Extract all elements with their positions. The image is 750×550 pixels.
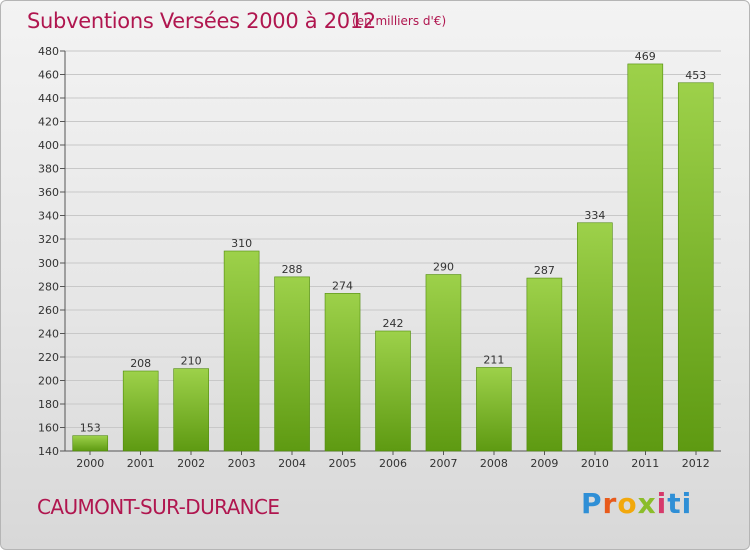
bar — [375, 330, 411, 452]
bar-value-label: 210 — [181, 355, 202, 368]
bar — [526, 277, 563, 452]
chart-subtitle: (en milliers d'€) — [352, 14, 447, 28]
x-tick-label: 2005 — [329, 457, 357, 470]
bar-value-label: 242 — [383, 317, 404, 330]
y-tick-label: 300 — [38, 257, 59, 270]
x-tick-label: 2003 — [228, 457, 256, 470]
labels: 140 160 180 200 220 240 260 280 300 320 340 360 380 4… — [38, 45, 710, 470]
y-tick-label: 420 — [38, 116, 59, 129]
bar — [476, 367, 512, 452]
y-tick-label: 160 — [38, 421, 59, 434]
y-tick-label: 360 — [38, 186, 59, 199]
x-tick-label: 2006 — [379, 457, 407, 470]
y-tick-label: 180 — [38, 398, 59, 411]
x-tick-label: 2011 — [631, 457, 659, 470]
y-tick-label: 220 — [38, 351, 59, 364]
bar-value-label: 274 — [332, 279, 353, 292]
bars — [72, 63, 714, 452]
bar-value-label: 310 — [231, 237, 252, 250]
proxiti-logo: Proxiti — [581, 487, 693, 520]
y-tick-label: 460 — [38, 69, 59, 82]
bar-value-label: 211 — [483, 353, 504, 366]
x-tick-label: 2007 — [429, 457, 457, 470]
bar — [677, 82, 714, 452]
y-tick-label: 200 — [38, 374, 59, 387]
x-tick-label: 2001 — [127, 457, 155, 470]
y-tick-label: 380 — [38, 163, 59, 176]
bar-value-label: 288 — [282, 263, 303, 276]
bar — [223, 250, 260, 452]
bar-value-label: 208 — [130, 357, 151, 370]
x-tick-label: 2012 — [682, 457, 710, 470]
x-tick-label: 2008 — [480, 457, 508, 470]
commune-name: CAUMONT-SUR-DURANCE — [37, 495, 280, 519]
y-tick-label: 440 — [38, 92, 59, 105]
y-tick-label: 340 — [38, 210, 59, 223]
y-tick-label: 280 — [38, 280, 59, 293]
x-tick-label: 2010 — [581, 457, 609, 470]
bar — [122, 370, 159, 452]
bar-value-label: 153 — [80, 422, 101, 435]
y-tick-label: 140 — [38, 445, 59, 458]
chart-title: Subventions Versées 2000 à 2012 — [27, 9, 376, 33]
bar — [173, 368, 209, 452]
y-tick-label: 320 — [38, 233, 59, 246]
bar — [72, 435, 109, 452]
y-tick-label: 240 — [38, 327, 59, 340]
bar — [425, 274, 462, 452]
x-tick-label: 2009 — [530, 457, 558, 470]
bar — [577, 222, 613, 452]
bar-value-label: 287 — [534, 264, 555, 277]
bar — [324, 293, 361, 452]
bar-value-label: 469 — [635, 50, 656, 63]
bar-value-label: 453 — [685, 69, 706, 82]
bar-value-label: 290 — [433, 261, 454, 274]
x-tick-label: 2004 — [278, 457, 306, 470]
bar — [627, 63, 664, 452]
bar-value-label: 334 — [584, 209, 605, 222]
y-tick-label: 260 — [38, 304, 59, 317]
y-tick-label: 400 — [38, 139, 59, 152]
bar — [274, 276, 310, 452]
x-tick-label: 2000 — [76, 457, 104, 470]
y-tick-label: 480 — [38, 45, 59, 58]
x-tick-label: 2002 — [177, 457, 205, 470]
